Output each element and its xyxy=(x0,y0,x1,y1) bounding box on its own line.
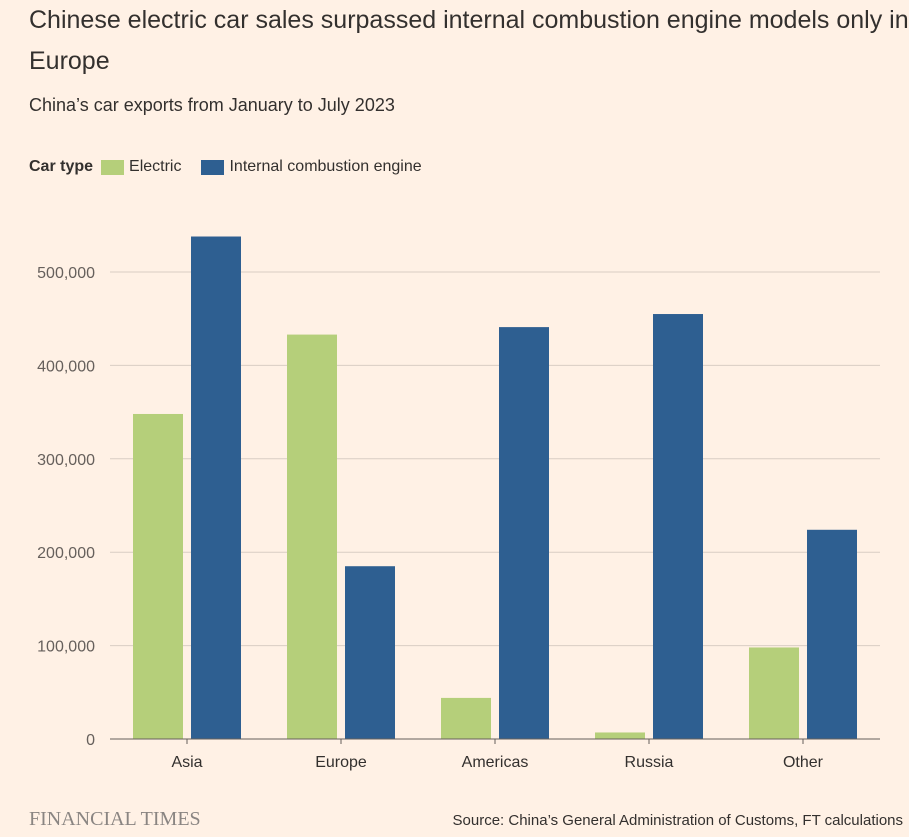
brand-logo: FINANCIAL TIMES xyxy=(29,808,201,830)
x-tick-label: Other xyxy=(783,754,824,771)
bar-electric xyxy=(749,647,799,739)
legend-swatch-ice xyxy=(201,159,225,175)
legend-item-ice: Internal combustion engine xyxy=(201,158,422,176)
legend: Car type Electric Internal combustion en… xyxy=(29,158,442,176)
bar-ice xyxy=(345,566,395,739)
bar-electric xyxy=(441,697,491,739)
x-tick-label: Asia xyxy=(171,754,202,771)
source-note: Source: China’s General Administration o… xyxy=(452,812,903,829)
x-tick-label: Americas xyxy=(462,754,529,771)
legend-swatch-electric xyxy=(101,159,125,175)
y-tick-label: 400,000 xyxy=(37,358,95,375)
legend-label-ice: Internal combustion engine xyxy=(229,158,422,175)
bar-ice xyxy=(653,314,703,739)
legend-label-electric: Electric xyxy=(129,158,182,175)
legend-item-electric: Electric xyxy=(101,158,181,176)
chart-subtitle: China’s car exports from January to July… xyxy=(29,95,395,115)
bar-ice xyxy=(191,236,241,739)
bar-electric xyxy=(595,732,645,739)
x-tick-label: Europe xyxy=(315,754,367,771)
y-tick-label: 300,000 xyxy=(37,452,95,469)
x-tick-label: Russia xyxy=(625,754,674,771)
chart-title: Chinese electric car sales surpassed int… xyxy=(29,6,909,75)
y-tick-label: 100,000 xyxy=(37,639,95,656)
bar-electric xyxy=(133,413,183,739)
legend-title: Car type xyxy=(29,158,94,175)
bar-ice xyxy=(807,529,857,739)
y-tick-label: 0 xyxy=(86,732,95,749)
bar-ice xyxy=(499,327,549,739)
y-tick-label: 500,000 xyxy=(37,265,95,282)
bar-electric xyxy=(287,334,337,739)
y-tick-label: 200,000 xyxy=(37,545,95,562)
